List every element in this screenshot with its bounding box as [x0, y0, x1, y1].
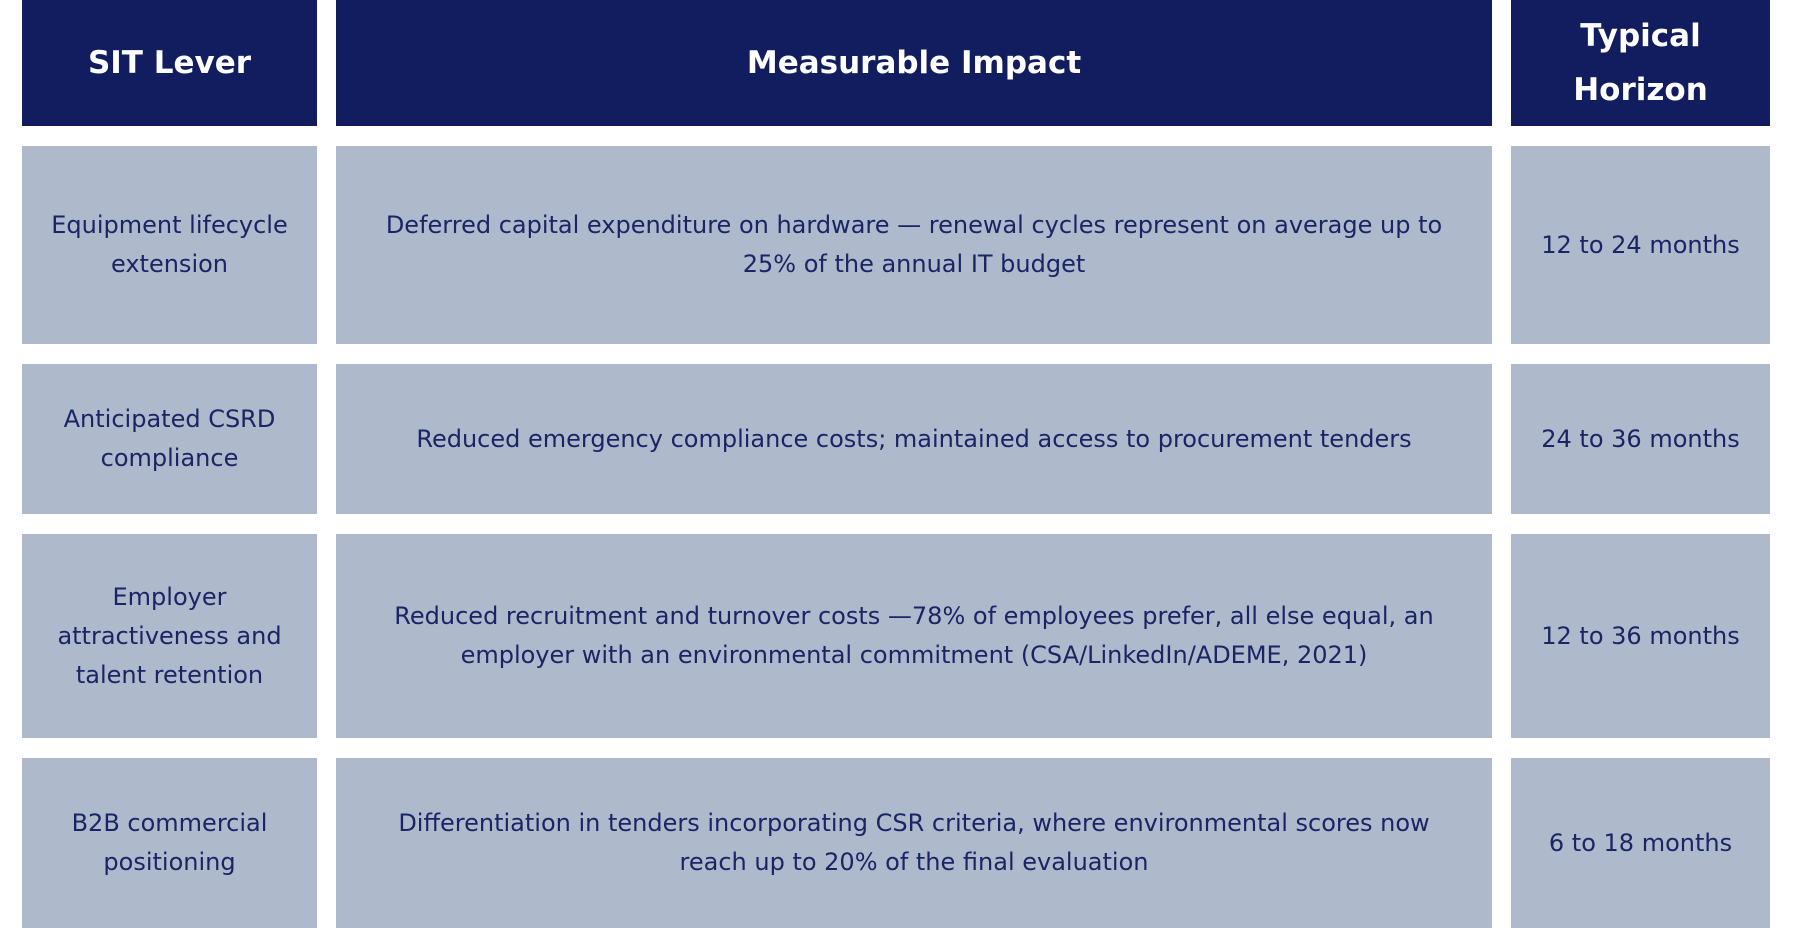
impact-table: SIT Lever Measurable Impact Typical Horizo… — [22, 0, 1770, 928]
table-cell: 24 to 36 months — [1511, 364, 1770, 514]
page: SIT Lever Measurable Impact Typical Horizo… — [22, 0, 1770, 928]
table-cell: 12 to 24 months — [1511, 146, 1770, 344]
table-cell: Deferred capital expenditure on hardware… — [336, 146, 1492, 344]
header-cell: Typical Horizon — [1511, 0, 1770, 126]
header-cell: Measurable Impact — [336, 0, 1492, 126]
table-cell: 6 to 18 months — [1511, 758, 1770, 928]
table-cell: Employer attractiveness and talent reten… — [22, 534, 317, 738]
table-cell: Reduced recruitment and turnover costs —… — [336, 534, 1492, 738]
table-cell: Reduced emergency compliance costs; main… — [336, 364, 1492, 514]
table-cell: 12 to 36 months — [1511, 534, 1770, 738]
header-cell: SIT Lever — [22, 0, 317, 126]
table-cell: Anticipated CSRD compliance — [22, 364, 317, 514]
table-cell: B2B commercial positioning — [22, 758, 317, 928]
table-cell: Differentiation in tenders incorporating… — [336, 758, 1492, 928]
table-cell: Equipment lifecycle extension — [22, 146, 317, 344]
